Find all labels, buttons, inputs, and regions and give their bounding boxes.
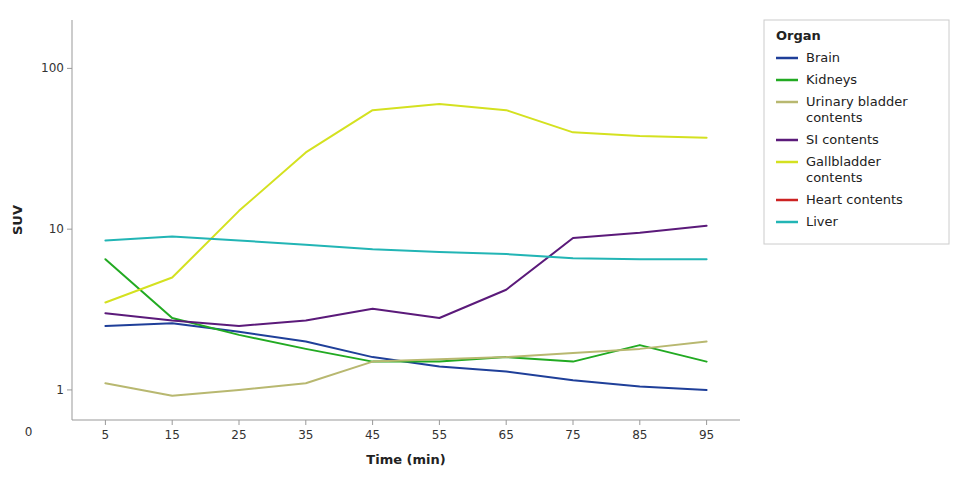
lines — [105, 104, 706, 396]
annotation: 0 — [25, 425, 33, 439]
series-line — [105, 237, 706, 260]
legend-swatch — [776, 139, 798, 142]
x-tick-label: 55 — [432, 428, 447, 442]
x-tick — [439, 420, 440, 425]
x-tick — [372, 420, 373, 425]
x-tick — [639, 420, 640, 425]
legend-title: Organ — [776, 28, 821, 43]
legend-label: Heart contents — [806, 192, 903, 207]
x-tick — [105, 420, 106, 425]
y-tick-label: 100 — [41, 61, 64, 75]
y-tick-label: 1 — [56, 383, 64, 397]
legend-label: Kidneys — [806, 72, 857, 87]
legend-swatch — [776, 199, 798, 202]
x-tick-label: 95 — [699, 428, 714, 442]
series-line — [105, 226, 706, 326]
legend-label: SI contents — [806, 132, 879, 147]
series-line — [105, 104, 706, 302]
legend-swatch — [776, 79, 798, 82]
chart: 5 15 25 35 45 55 65 75 85 95 1 10 100 Time (min) SUV 0 O… — [0, 0, 965, 478]
legend-label: Liver — [806, 214, 839, 229]
series-line — [105, 342, 706, 396]
legend-swatch — [776, 101, 798, 104]
y-axis-label: SUV — [10, 205, 25, 235]
x-tick-label: 85 — [632, 428, 647, 442]
x-axis-label: Time (min) — [366, 452, 445, 467]
legend: Organ Brain Kidneys Urinary bladdercontents… — [764, 20, 949, 244]
series-line — [105, 259, 706, 361]
y-tick — [67, 389, 72, 390]
legend-label: Brain — [806, 50, 840, 65]
x-tick-label: 75 — [565, 428, 580, 442]
x-tick — [573, 420, 574, 425]
x-tick-label: 65 — [499, 428, 514, 442]
legend-label: Urinary bladdercontents — [806, 94, 908, 125]
x-tick — [239, 420, 240, 425]
axes: 5 15 25 35 45 55 65 75 85 95 1 10 100 — [41, 20, 740, 442]
legend-frame — [764, 20, 949, 244]
x-tick-label: 25 — [231, 428, 246, 442]
legend-swatch — [776, 161, 798, 164]
x-tick-label: 5 — [102, 428, 110, 442]
y-tick — [67, 229, 72, 230]
x-tick — [506, 420, 507, 425]
x-tick-label: 15 — [165, 428, 180, 442]
x-tick — [172, 420, 173, 425]
x-tick-label: 45 — [365, 428, 380, 442]
y-axis-line — [72, 20, 73, 420]
legend-label: Gallbladdercontents — [806, 154, 882, 185]
x-tick — [706, 420, 707, 425]
y-tick-label: 10 — [49, 222, 64, 236]
legend-swatch — [776, 221, 798, 224]
y-tick — [67, 68, 72, 69]
series-line — [105, 323, 706, 390]
legend-swatch — [776, 57, 798, 60]
x-tick — [305, 420, 306, 425]
x-tick-label: 35 — [298, 428, 313, 442]
